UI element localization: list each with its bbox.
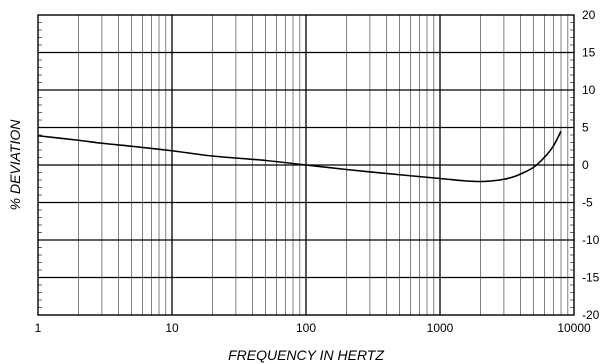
x-tick-label: 100 [296, 321, 316, 335]
y-tick-label: 15 [582, 46, 596, 60]
y-tick-label: 20 [582, 8, 596, 22]
y-axis-label: % DEVIATION [7, 119, 23, 211]
axis-ticks: 1 10 100 1000 10000 20 15 10 5 0 -5 -10 -15 -20 [35, 8, 600, 335]
x-axis-label: FREQUENCY IN HERTZ [228, 347, 384, 363]
x-tick-label: 10 [165, 321, 179, 335]
grid [38, 15, 574, 315]
x-tick-label: 1000 [427, 321, 454, 335]
plot-frame [37, 14, 575, 316]
deviation-curve [37, 130, 562, 183]
y-tick-label: -20 [582, 308, 600, 322]
y-tick-label: -5 [582, 196, 593, 210]
series-layer [37, 130, 562, 183]
y-tick-label: -10 [582, 233, 600, 247]
y-tick-label: 5 [582, 121, 589, 135]
x-tick-label: 1 [35, 321, 42, 335]
y-tick-label: 0 [582, 158, 589, 172]
y-tick-label: 10 [582, 83, 596, 97]
y-tick-label: -15 [582, 271, 600, 285]
x-tick-label: 10000 [557, 321, 591, 335]
